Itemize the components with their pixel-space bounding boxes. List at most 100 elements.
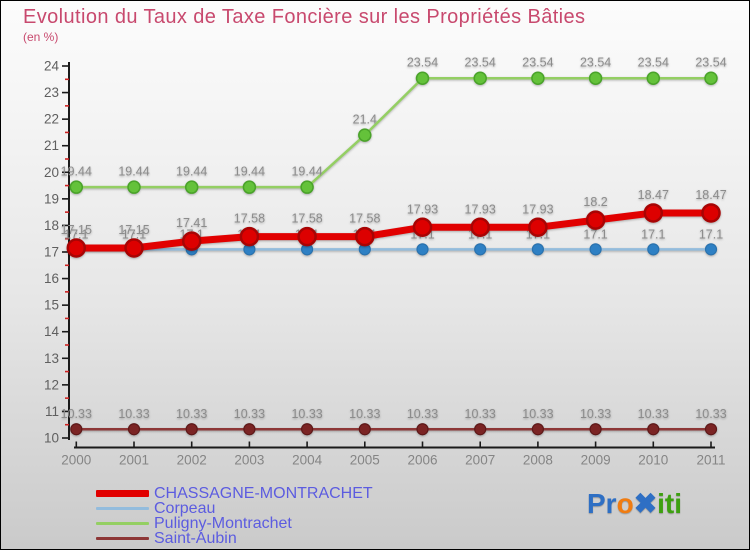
data-point xyxy=(127,423,141,436)
x-tick-label: 2007 xyxy=(465,453,495,468)
data-label: 17.1 xyxy=(641,227,665,241)
legend-swatch xyxy=(96,507,149,510)
data-point xyxy=(185,423,198,436)
data-point xyxy=(474,243,487,256)
legend-label: Corpeau xyxy=(154,500,216,517)
data-point xyxy=(184,180,199,194)
y-tick-label: 13 xyxy=(44,351,59,366)
data-point xyxy=(415,71,430,85)
data-point xyxy=(643,203,664,223)
data-label: 18.2 xyxy=(583,195,607,209)
legend-label: Saint-Aubin xyxy=(154,530,237,547)
y-tick-label: 10 xyxy=(44,431,59,446)
data-label: 21.4 xyxy=(353,113,377,127)
series-CHASSAGNE-MONTRACHET: 17.15 17.15 17.41 17.58 17.58 17.58 17.93 17.93… xyxy=(61,188,727,258)
data-label: 23.54 xyxy=(465,56,496,70)
data-point xyxy=(588,71,603,85)
data-label: 10.33 xyxy=(522,407,553,421)
proxiti-logo: Pro✖iti xyxy=(587,487,682,520)
data-point xyxy=(647,243,660,256)
data-point xyxy=(474,423,487,436)
x-tick-label: 2004 xyxy=(292,453,323,468)
data-label: 10.33 xyxy=(291,407,322,421)
data-label: 18.47 xyxy=(695,188,726,202)
legend-item-corpeau: Corpeau xyxy=(96,500,373,517)
data-label: 10.33 xyxy=(638,407,669,421)
logo-letter-group: o xyxy=(616,488,634,519)
data-label: 17.93 xyxy=(407,202,438,216)
data-label: 17.1 xyxy=(122,227,146,241)
data-label: 10.33 xyxy=(61,407,92,421)
data-point xyxy=(412,217,433,238)
data-label: 17.15 xyxy=(61,223,92,237)
series-line xyxy=(75,76,713,189)
data-label: 19.44 xyxy=(176,165,207,179)
logo-letter-group: Pr xyxy=(587,488,617,519)
data-label: 18.47 xyxy=(638,188,669,202)
y-tick-label: 21 xyxy=(44,138,59,153)
y-tick-label: 14 xyxy=(44,324,60,339)
y-tick-label: 19 xyxy=(44,191,59,206)
data-point xyxy=(181,231,202,251)
legend-label: CHASSAGNE-MONTRACHET xyxy=(154,485,373,502)
data-point xyxy=(470,217,490,238)
y-tick-label: 23 xyxy=(44,85,59,100)
x-tick-label: 2009 xyxy=(581,453,611,468)
legend-swatch xyxy=(96,537,149,540)
legend-item-chassagne-montrachet: CHASSAGNE-MONTRACHET xyxy=(96,485,373,502)
y-tick-label: 16 xyxy=(44,271,59,286)
x-tick-label: 2002 xyxy=(177,453,207,468)
data-point xyxy=(531,243,545,256)
data-point xyxy=(243,423,256,436)
data-point xyxy=(704,423,718,436)
legend-swatch xyxy=(96,490,149,497)
data-point xyxy=(416,243,429,256)
data-label: 10.33 xyxy=(580,407,611,421)
series-Saint-Aubin: 10.33 10.33 10.33 10.33 10.33 10.33 10.33 10.33… xyxy=(61,407,727,436)
legend-swatch xyxy=(96,522,149,525)
data-label: 17.93 xyxy=(465,202,496,216)
data-point xyxy=(297,226,317,247)
data-point xyxy=(589,243,602,256)
data-point xyxy=(300,180,314,194)
y-tick-label: 20 xyxy=(44,165,59,180)
logo-letter-group: ✖ xyxy=(633,488,658,519)
data-point xyxy=(358,423,371,436)
legend: CHASSAGNE-MONTRACHET Corpeau Puligny-Montr… xyxy=(96,485,373,547)
data-label: 23.54 xyxy=(580,56,611,70)
legend-item-saint-aubin: Saint-Aubin xyxy=(96,530,373,547)
data-label: 19.44 xyxy=(291,165,322,179)
data-point xyxy=(585,210,606,230)
data-label: 17.93 xyxy=(522,202,553,216)
data-point xyxy=(704,243,718,256)
y-tick-label: 11 xyxy=(45,404,59,419)
data-label: 19.44 xyxy=(118,165,149,179)
data-point xyxy=(701,203,721,223)
data-point xyxy=(528,217,548,238)
data-point xyxy=(69,180,84,194)
data-label: 10.33 xyxy=(349,407,380,421)
x-tick-label: 2000 xyxy=(61,453,91,468)
data-point xyxy=(301,423,314,436)
series-Puligny-Montrachet: 19.44 19.44 19.44 19.44 19.44 21.4 23.54 23.54 2… xyxy=(61,56,727,194)
x-tick-label: 2011 xyxy=(696,453,725,468)
data-label: 10.33 xyxy=(234,407,265,421)
data-label: 17.41 xyxy=(176,216,207,230)
data-label: 10.33 xyxy=(176,407,207,421)
x-tick-label: 2001 xyxy=(119,453,149,468)
data-point xyxy=(416,423,429,436)
data-label: 17.58 xyxy=(349,212,380,226)
x-tick-label: 2006 xyxy=(407,453,437,468)
axes: 10 11 12 13 14 15 16 17 18 19 20 21 22 23 24 2000 2001 20… xyxy=(44,59,726,468)
data-label: 17.58 xyxy=(291,212,322,226)
data-label: 23.54 xyxy=(407,56,438,70)
data-label: 19.44 xyxy=(61,165,92,179)
data-point xyxy=(531,71,545,85)
data-label: 10.33 xyxy=(695,407,726,421)
data-label: 10.33 xyxy=(407,407,438,421)
data-point xyxy=(358,128,372,142)
data-point xyxy=(647,423,660,436)
data-point xyxy=(70,423,83,436)
